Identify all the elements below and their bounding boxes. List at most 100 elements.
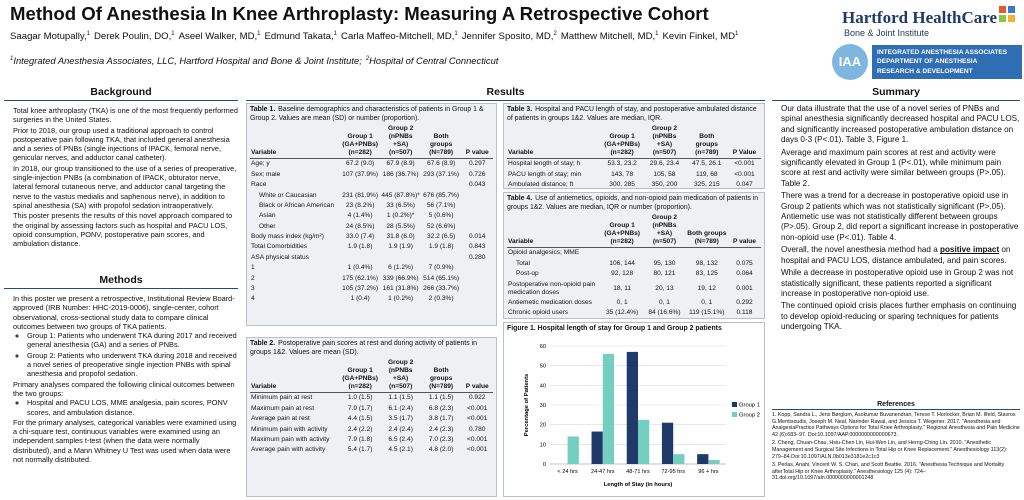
cell: 4.5 (2.1) [388,446,413,454]
affiliations: 1Integrated Anesthesia Associates, LLC, … [10,55,502,66]
table: Variable Group 1 (GA+PNBs) (n=282) Group 2… [507,214,761,318]
bullet: Total knee arthroplasty (TKA) is one of … [13,106,238,125]
sub-bullet: Hospital and PACU LOS, MME analgesia, pa… [27,398,238,417]
cell: 1.9 (1.9) [388,243,413,251]
figure-panel: Figure 1. Hospital length of stay for Gr… [503,322,765,497]
caption-label: Table 1. [250,106,276,113]
header-cell: Both groups (N=789) [685,214,728,249]
row: Minimum pain with activity 2.4 (2.2) 2.4 (… [250,424,493,434]
cell [461,294,493,304]
cell: 350, 200 [651,181,678,189]
cell [686,248,728,259]
header-cell: Group 1 (GA+PNBs) (n=282) [339,125,381,160]
cell: 1.9 (1.8) [428,243,454,251]
bullet: Primary analyses compared the following … [13,380,238,417]
x-tick-label: 24-47 hrs [591,469,615,475]
thead: Variable Group 1 (GA+PNBs) (n=282) Group 2… [507,214,761,249]
cell: 1 (0.2%) [388,295,414,303]
cell: 18, 11 [613,284,632,292]
cell: Age; y [251,160,270,168]
poster-title: Method Of Anesthesia In Knee Arthroplast… [10,3,709,24]
row: Average pain with activity 5.4 (1.7) 4.5 (… [250,445,493,455]
header-row: Variable Group 1 (GA+PNBs) (n=282) Group 2… [250,359,493,394]
section-heading: Methods [4,274,238,289]
cell: 143, 78 [611,170,634,178]
cell: 231 (81.9%) [342,191,379,199]
cell: 0.014 [468,233,486,240]
bar [602,353,615,464]
cell: Antiemetic medication doses [508,298,592,306]
author-sup: 1 [333,31,338,37]
cell: Asian [259,212,276,220]
cell: <0.001 [734,170,755,178]
header-cell: Both groups (N=789) [420,125,462,160]
cell: Other [259,222,276,230]
chart: 0 10 20 30 40 50 60 < 24 hrs 24-47 hrs 48-71 hrs 7… [524,344,760,488]
cell: <0.001 [467,435,488,443]
bullet: Average and maximum pain scores at rest … [781,148,1020,190]
table: Variable Group 1 (GA+PNBs) (n=282) Group 2… [250,359,493,455]
cell: Total Comorbidities [251,243,308,251]
table-caption: Table 1. Baseline demographics and charac… [250,106,493,123]
cell [421,180,462,190]
author-sup: 1 [454,31,458,37]
cell: 0.075 [736,259,753,267]
logo-line: RESEARCH & DEVELOPMENT [877,67,973,75]
header-cell: Variable [507,125,601,160]
bar [567,436,579,464]
text-part: on hospital and PACU LOS, distance ambul… [781,245,1011,265]
tbody: Minimum pain at rest 1.0 (1.5) 1.1 (1.5) 1.… [250,393,493,456]
cell: Post-op [516,270,539,278]
cell: Race [251,181,267,189]
bullet: The continued opioid crisis places furth… [781,301,1020,332]
cell: Ambulated distance; ft [508,181,574,189]
bullet: There was a trend for a decrease in post… [781,191,1020,243]
cell: 0, 1 [658,298,670,306]
cell: Total [516,259,530,267]
cell: 56 (7.1%) [426,201,456,209]
y-tick-label: 0 [543,462,546,468]
cell [340,253,381,263]
header-cell: Group 2 (nPNBs +SA) (n=507) [380,359,421,394]
header-cell: Variable [250,359,340,394]
author: Saagar Motupally,1 [10,31,90,42]
thead: Variable Group 1 (GA+PNBs) (n=282) Group 2… [507,125,761,160]
bar [697,453,709,464]
logo-icon [999,6,1015,22]
cell: 0, 1 [616,298,628,306]
bar [661,422,674,464]
reference: 2. Cheng, Chuan-Chau, Hsiu-Chen Lin, Hui… [772,440,1008,460]
logo-line: INTEGRATED ANESTHESIA ASSOCIATES [877,49,1008,56]
background-text: Total knee arthroplasty (TKA) is one of … [4,106,238,272]
cell: 4 [251,295,255,303]
cell: 0.280 [468,253,486,261]
author-name: Matthew Mitchell, MD, [560,31,656,43]
bullet: In 2018, our group transitioned to the u… [13,164,238,210]
cell: 92, 128 [611,270,634,278]
cell: 1.0 (1.5) [347,394,373,402]
row: Body mass index (kg/m²) 33.0 (7.4) 31.8 (6… [250,232,493,242]
cell [461,211,493,221]
cell: 119 (15.1%) [689,309,725,317]
cell: 19, 12 [697,284,716,292]
cell: 0.843 [468,243,486,251]
logo-line: DEPARTMENT OF ANESTHESIA [877,58,978,66]
bar [673,453,685,464]
cell: Sex; male [251,170,281,178]
cell: PACU length of stay; min [508,170,582,178]
reference: 3. Perlas, Anahi, Vincent W. S. Chan, an… [772,462,1005,482]
cell: 119, 68 [696,170,718,178]
cell: <0.001 [734,160,755,168]
cell: 1 (0.4%) [347,264,373,272]
cell: 175 (62.1%) [342,274,379,282]
header-cell: Variable [507,214,601,249]
cell: 33 (6.5%) [386,201,415,209]
cell: 186 (36.7%) [382,170,419,178]
header-cell: P value [461,125,493,160]
cell: 5 (0.6%) [428,212,454,220]
cell: Opioid analgesics; MME [508,249,580,257]
x-axis-title: Length of Stay (in hours) [604,482,673,488]
row: 4 1 (0.4) 1 (0.2%) 2 (0.3%) [250,294,493,304]
x-tick-label: 72-95 hrs [661,469,685,475]
cell [728,248,761,259]
